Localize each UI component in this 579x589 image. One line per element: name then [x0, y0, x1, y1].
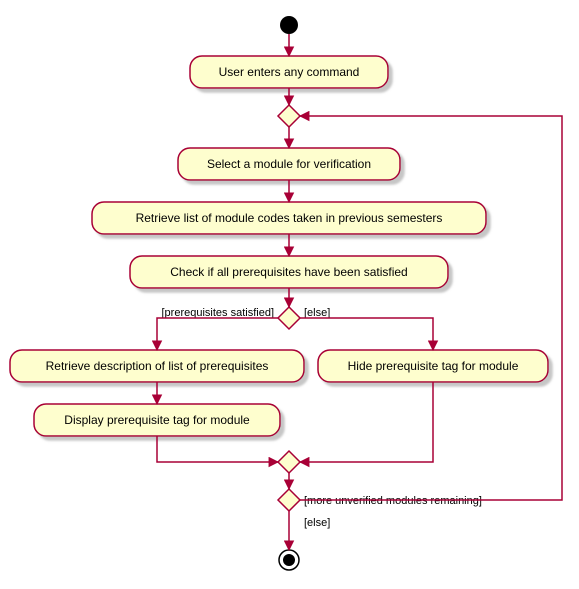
guard-more-modules: [more unverified modules remaining]: [304, 495, 482, 507]
guard-prereq-satisfied: [prerequisites satisfied]: [162, 307, 275, 319]
edge-d2-a6: [300, 318, 433, 350]
activity-retrieve-codes-label: Retrieve list of module codes taken in p…: [136, 211, 443, 225]
decision-more-modules: [278, 489, 300, 511]
guard-else-2: [else]: [304, 517, 330, 529]
merge-top: [278, 105, 300, 127]
activity-check-prereqs-label: Check if all prerequisites have been sat…: [170, 265, 407, 279]
activity-retrieve-desc-label: Retrieve description of list of prerequi…: [46, 359, 269, 373]
end-node-dot: [283, 554, 295, 566]
activity-diagram: User enters any command Select a module f…: [0, 0, 579, 589]
edge-a7-d3: [157, 436, 278, 462]
start-node: [280, 16, 298, 34]
activity-hide-tag-label: Hide prerequisite tag for module: [348, 359, 519, 373]
edge-d2-a5: [157, 318, 278, 350]
activity-enter-command-label: User enters any command: [219, 65, 360, 79]
guard-else-1: [else]: [304, 307, 330, 319]
merge-bottom: [278, 451, 300, 473]
decision-prereqs: [278, 307, 300, 329]
activity-display-tag-label: Display prerequisite tag for module: [64, 413, 250, 427]
activity-select-module-label: Select a module for verification: [207, 157, 371, 171]
edge-a6-d3: [300, 382, 433, 462]
